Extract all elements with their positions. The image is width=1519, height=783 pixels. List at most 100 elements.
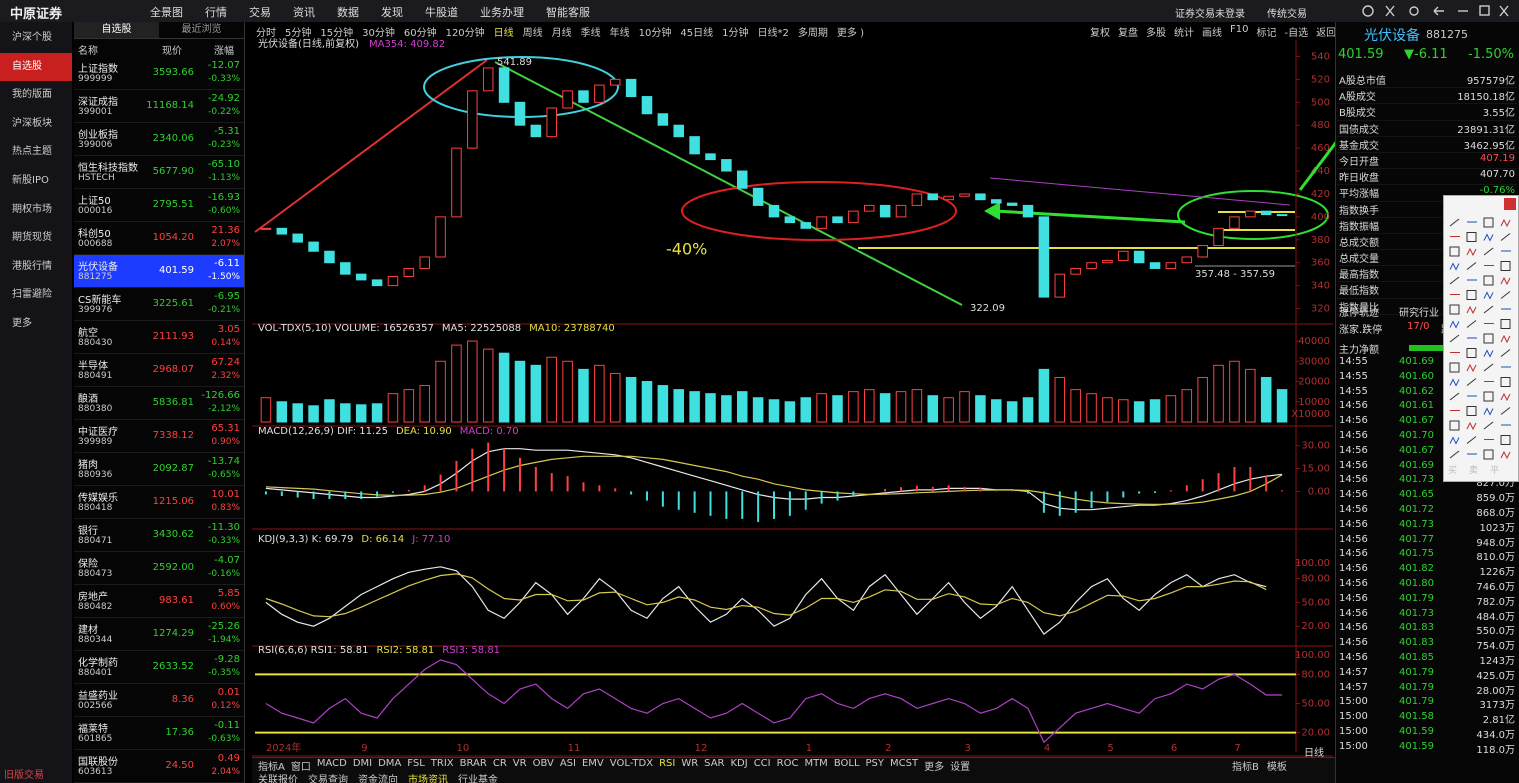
trade-button[interactable]: 卖 [1469, 466, 1479, 476]
sidebar-item[interactable]: 更多 [12, 317, 32, 329]
old-trade[interactable]: 旧版交易 [4, 770, 44, 781]
watchlist-row[interactable]: 光伏设备 881275 401.59 -6.11 -1.50% [74, 255, 244, 288]
period-button[interactable]: 分时 [256, 28, 276, 39]
draw-tool[interactable] [1466, 363, 1477, 373]
draw-tool[interactable] [1449, 262, 1460, 271]
watchlist-row[interactable]: 航空 880430 2111.93 3.05 0.14% [74, 321, 244, 354]
draw-tool[interactable] [1466, 348, 1477, 358]
link-tab[interactable]: 关联报价 [258, 775, 298, 783]
draw-tool[interactable] [1466, 262, 1477, 270]
period-button[interactable]: 60分钟 [403, 28, 437, 39]
draw-tool[interactable] [1466, 421, 1477, 431]
draw-tool[interactable] [1449, 334, 1460, 343]
header-link[interactable]: 传统交易 [1267, 9, 1307, 20]
sidebar-item[interactable]: 沪深板块 [12, 117, 52, 129]
draw-tool[interactable] [1483, 275, 1494, 286]
sidebar-item[interactable]: 港股行情 [12, 260, 52, 272]
draw-tool[interactable] [1466, 290, 1477, 300]
period-button[interactable]: 120分钟 [445, 28, 485, 39]
trade-button[interactable]: 买 [1448, 466, 1458, 476]
draw-tool[interactable] [1466, 378, 1477, 386]
draw-tool[interactable] [1483, 333, 1494, 344]
indicator-tab[interactable]: MACD [316, 758, 347, 769]
draw-tool[interactable] [1483, 247, 1494, 256]
tool-button[interactable]: F10 [1230, 24, 1249, 35]
indicator-tab[interactable]: WR [681, 758, 699, 769]
menu-item[interactable]: 业务办理 [480, 6, 524, 19]
indicator-tab[interactable]: 更多 [924, 762, 945, 773]
menu-item[interactable]: 发现 [381, 6, 403, 19]
period-button[interactable]: 45日线 [680, 28, 714, 39]
draw-tool[interactable] [1483, 407, 1494, 416]
indicator-tab[interactable]: 模板 [1266, 762, 1287, 773]
watchlist-row[interactable]: 中证医疗 399989 7338.12 65.31 0.90% [74, 420, 244, 453]
indicator-tab[interactable]: DMA [378, 758, 402, 769]
draw-tool[interactable] [1466, 247, 1477, 257]
watchlist-row[interactable]: 创业板指 399006 2340.06 -5.31 -0.23% [74, 123, 244, 156]
indicator-tab[interactable]: BOLL [833, 758, 860, 769]
draw-tool[interactable] [1449, 246, 1460, 257]
draw-tool[interactable] [1449, 378, 1460, 387]
draw-tool[interactable] [1500, 291, 1511, 299]
watchlist-row[interactable]: 上证指数 999999 3593.66 -12.07 -0.33% [74, 57, 244, 90]
indicator-tab[interactable]: FSL [407, 758, 425, 769]
draw-tool[interactable] [1483, 217, 1494, 228]
period-button[interactable]: 更多 ) [836, 28, 864, 39]
tool-button[interactable]: 复权 [1090, 28, 1110, 39]
draw-tool[interactable] [1500, 218, 1511, 228]
period-button[interactable]: 日线 [493, 28, 514, 39]
period-button[interactable]: 年线 [609, 28, 630, 39]
draw-tool[interactable] [1483, 421, 1494, 430]
draw-tool[interactable] [1500, 450, 1511, 460]
indicator-tab[interactable]: VR [512, 758, 527, 769]
draw-tool[interactable] [1449, 436, 1460, 445]
indicator-tab[interactable]: CCI [753, 758, 771, 769]
draw-tool[interactable] [1483, 391, 1494, 402]
indicator-tab[interactable]: 指标B [1232, 762, 1259, 773]
period-button[interactable]: 30分钟 [362, 28, 395, 39]
watchlist-row[interactable]: 上证50 000016 2795.51 -16.93 -0.60% [74, 189, 244, 222]
watchlist-row[interactable]: 房地产 880482 983.61 5.85 0.60% [74, 585, 244, 618]
period-button[interactable]: 多周期 [797, 28, 828, 39]
sidebar-item[interactable]: 我的版面 [12, 89, 52, 101]
watchlist-row[interactable]: 深证成指 399001 11168.14 -24.92 -0.22% [74, 90, 244, 123]
link-tab[interactable]: 市场资讯 [408, 775, 448, 783]
draw-tool[interactable] [1483, 233, 1494, 242]
draw-tool[interactable] [1500, 435, 1511, 445]
watchlist-row[interactable]: 保险 880473 2592.00 -4.07 -0.16% [74, 552, 244, 585]
draw-tool[interactable] [1500, 233, 1511, 241]
header-link[interactable]: 证券交易未登录 [1175, 9, 1245, 20]
sidebar-item[interactable]: 沪深个股 [12, 32, 52, 43]
tool-button[interactable]: 复盘 [1118, 28, 1138, 39]
indicator-tab[interactable]: TRIX [430, 758, 454, 769]
draw-tool[interactable] [1449, 320, 1460, 329]
period-button[interactable]: 季线 [580, 28, 601, 39]
indicator-tab[interactable]: MCST [890, 758, 919, 769]
draw-tool[interactable] [1466, 232, 1477, 242]
indicator-tab[interactable]: CR [492, 758, 507, 769]
indicator-tab[interactable]: 指标A [258, 762, 285, 773]
tool-button[interactable]: -自选 [1284, 28, 1309, 39]
draw-tool[interactable] [1449, 304, 1460, 315]
watchlist-row[interactable]: 猪肉 880936 2092.87 -13.74 -0.65% [74, 453, 244, 486]
indicator-tab[interactable]: OBV [532, 758, 554, 769]
menu-item[interactable]: 交易 [249, 6, 271, 19]
draw-tool[interactable] [1500, 392, 1511, 402]
trade-button[interactable]: 平 [1490, 466, 1500, 476]
indicator-tab[interactable]: MTM [804, 758, 828, 769]
sidebar-item[interactable]: 扫雷避险 [12, 289, 52, 301]
indicator-tab[interactable]: DMI [352, 758, 373, 769]
indicator-tab[interactable]: ROC [776, 758, 799, 769]
tab[interactable]: 最近浏览 [181, 24, 222, 35]
period-button[interactable]: 月线 [551, 28, 572, 39]
menu-item[interactable]: 全景图 [150, 6, 183, 19]
period-button[interactable]: 15分钟 [320, 28, 354, 39]
draw-tool[interactable] [1500, 276, 1511, 286]
sidebar-item[interactable]: 自选股 [0, 52, 72, 82]
indicator-tab[interactable]: EMV [581, 758, 604, 769]
tool-button[interactable]: 返回 [1316, 28, 1337, 39]
menu-item[interactable]: 牛股道 [425, 6, 458, 19]
period-button[interactable]: 日线*2 [757, 28, 789, 39]
period-button[interactable]: 周线 [522, 28, 543, 39]
menu-item[interactable]: 智能客服 [546, 6, 590, 19]
